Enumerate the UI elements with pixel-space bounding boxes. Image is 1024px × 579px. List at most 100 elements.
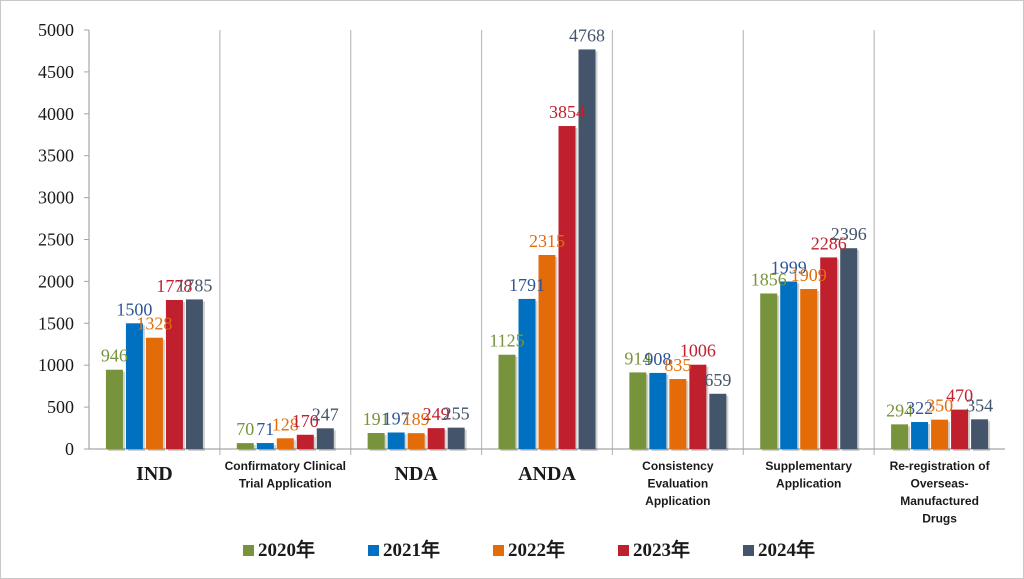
data-label: 71 bbox=[256, 419, 274, 439]
bar-2022年 bbox=[276, 438, 294, 449]
data-label: 835 bbox=[664, 355, 691, 375]
legend-label: 2023年 bbox=[633, 538, 690, 561]
bar-2022年 bbox=[407, 433, 425, 449]
y-tick-label: 3500 bbox=[38, 146, 74, 166]
data-label: 659 bbox=[704, 370, 731, 390]
data-label: 191 bbox=[363, 409, 390, 429]
y-tick-label: 2000 bbox=[38, 271, 74, 291]
data-label: 1006 bbox=[680, 341, 716, 361]
bar-2024年 bbox=[971, 419, 989, 449]
bar-2022年 bbox=[931, 419, 949, 449]
bar-2023年 bbox=[165, 300, 183, 449]
y-tick-label: 1000 bbox=[38, 355, 74, 375]
data-label: 350 bbox=[926, 396, 953, 416]
data-label: 470 bbox=[946, 386, 973, 406]
data-label: 2315 bbox=[529, 231, 565, 251]
category-label: Application bbox=[776, 477, 841, 491]
category-label: NDA bbox=[394, 463, 438, 485]
bar-2022年 bbox=[669, 379, 687, 449]
legend-label: 2022年 bbox=[508, 538, 565, 561]
data-label: 1999 bbox=[771, 257, 807, 277]
bar-2024年 bbox=[185, 299, 203, 449]
category-label: Re-registration of bbox=[890, 459, 991, 473]
data-label: 189 bbox=[403, 409, 430, 429]
category-labels: IND Confirmatory Clinical Trial Applicatio… bbox=[136, 459, 990, 526]
category-label: IND bbox=[136, 463, 173, 485]
bar-2021年 bbox=[387, 432, 405, 449]
bar-2023年 bbox=[558, 126, 576, 450]
y-tick-label: 4500 bbox=[38, 62, 74, 82]
category-label: Confirmatory Clinical bbox=[225, 459, 346, 473]
y-tick-label: 5000 bbox=[38, 20, 74, 40]
bar-2024年 bbox=[578, 49, 596, 450]
legend: 2020年 2021年 2022年 2023年 2024年 bbox=[243, 538, 815, 561]
legend-swatch bbox=[243, 545, 254, 556]
data-label: 914 bbox=[624, 348, 651, 368]
y-tick-label: 3000 bbox=[38, 188, 74, 208]
y-tick-label: 4000 bbox=[38, 104, 74, 124]
bar-2023年 bbox=[296, 434, 314, 449]
y-tick-label: 500 bbox=[47, 397, 74, 417]
category-label: Overseas- bbox=[911, 477, 969, 491]
legend-label: 2024年 bbox=[758, 538, 815, 561]
legend-label: 2021年 bbox=[383, 538, 440, 561]
data-label: 1500 bbox=[116, 299, 152, 319]
bar-2021年 bbox=[125, 323, 143, 449]
bar-2020年 bbox=[760, 293, 778, 449]
legend-swatch bbox=[493, 545, 504, 556]
bar-2020年 bbox=[498, 354, 516, 449]
bar-2021年 bbox=[256, 443, 274, 449]
bar-2023年 bbox=[951, 409, 969, 449]
data-label: 4768 bbox=[569, 25, 605, 45]
bar-2020年 bbox=[629, 372, 647, 449]
group-separators bbox=[219, 30, 875, 455]
bar-2021年 bbox=[649, 372, 667, 449]
bar-2020年 bbox=[105, 369, 123, 449]
bar-2024年 bbox=[709, 393, 727, 449]
y-tick-label: 0 bbox=[65, 439, 74, 459]
bar-2020年 bbox=[367, 432, 385, 449]
legend-label: 2020年 bbox=[258, 538, 315, 561]
data-label: 354 bbox=[966, 395, 993, 415]
data-label: 197 bbox=[383, 408, 410, 428]
bar-2023年 bbox=[427, 428, 445, 449]
data-label: 1778 bbox=[156, 276, 192, 296]
data-label: 255 bbox=[443, 404, 470, 424]
bar-2020年 bbox=[891, 424, 909, 449]
legend-swatch bbox=[618, 545, 629, 556]
bar-2021年 bbox=[780, 281, 798, 449]
bar-2021年 bbox=[518, 298, 536, 449]
y-axis: 0 500 1000 1500 2000 2500 3000 3500 4000 4500 5000 bbox=[38, 20, 1005, 459]
data-label: 1125 bbox=[489, 331, 524, 351]
data-label: 1328 bbox=[136, 314, 172, 334]
bar-2024年 bbox=[316, 428, 334, 449]
data-label: 2396 bbox=[831, 224, 867, 244]
category-label: Trial Application bbox=[239, 477, 332, 491]
data-label: 1909 bbox=[791, 265, 827, 285]
data-label: 1856 bbox=[751, 269, 787, 289]
data-label: 249 bbox=[423, 404, 450, 424]
bar-2021年 bbox=[911, 422, 929, 449]
data-label: 3854 bbox=[549, 102, 585, 122]
bar-2022年 bbox=[538, 255, 556, 449]
legend-swatch bbox=[368, 545, 379, 556]
data-label: 70 bbox=[236, 419, 254, 439]
bar-2020年 bbox=[236, 443, 254, 449]
bar-2022年 bbox=[145, 337, 163, 449]
data-label: 908 bbox=[644, 349, 671, 369]
bar-2023年 bbox=[820, 257, 838, 449]
category-label: Consistency bbox=[642, 459, 714, 473]
bar-2023年 bbox=[689, 364, 707, 449]
category-label: Manufactured bbox=[900, 494, 979, 508]
y-tick-label: 2500 bbox=[38, 230, 74, 250]
data-label: 1791 bbox=[509, 275, 545, 295]
data-label: 247 bbox=[312, 404, 339, 424]
category-label: Application bbox=[645, 494, 710, 508]
data-label: 128 bbox=[272, 414, 299, 434]
category-label: ANDA bbox=[518, 463, 576, 485]
category-label: Supplementary bbox=[765, 459, 852, 473]
data-label: 2286 bbox=[811, 233, 847, 253]
data-label: 170 bbox=[292, 411, 319, 431]
